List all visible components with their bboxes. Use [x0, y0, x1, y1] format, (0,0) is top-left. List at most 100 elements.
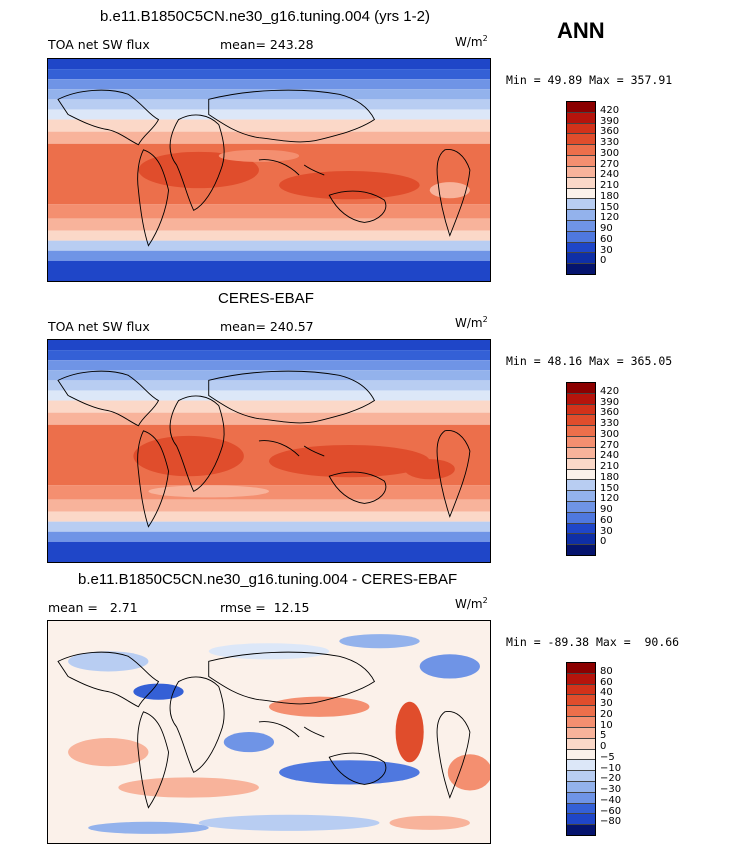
colorbar-tick-label: 10 [600, 719, 613, 731]
colorbar-swatch [567, 404, 595, 416]
colorbar-swatch [567, 123, 595, 135]
panel-obs-mean-label: mean= 240.57 [220, 319, 314, 334]
colorbar-tick-label: 90 [600, 223, 613, 234]
colorbar-swatch [567, 760, 595, 772]
panel-model-variable-label: TOA net SW flux [48, 37, 150, 52]
colorbar-tick-label: 0 [600, 741, 607, 752]
colorbar-swatch [567, 199, 595, 211]
map-model-field [48, 59, 490, 281]
colorbar-tick-label: 300 [600, 428, 620, 440]
colorbar-tick-label: 390 [600, 396, 620, 408]
colorbar-swatch [567, 134, 595, 146]
colorbar-tick-label: 270 [600, 439, 620, 451]
colorbar-swatch [567, 663, 595, 674]
colorbar-swatch [567, 253, 595, 265]
colorbar-tick-label: 300 [600, 147, 620, 159]
colorbar-swatch [567, 491, 595, 502]
colorbar-swatch [567, 383, 595, 394]
colorbar-tick-label: 60 [600, 233, 613, 245]
colorbar-tick-label: 240 [600, 169, 620, 181]
panel-diff-rmse-label: rmse = 12.15 [220, 600, 310, 615]
colorbar-tick-label: −80 [600, 816, 622, 828]
colorbar-swatch [567, 469, 595, 481]
colorbar-swatch [567, 415, 595, 427]
colorbar-tick-label: −20 [600, 773, 622, 785]
colorbar-tick-label: 210 [600, 461, 620, 472]
colorbar-tick-label: −10 [600, 762, 622, 774]
colorbar-swatch [567, 534, 595, 546]
colorbar-tick-label: −30 [600, 784, 622, 795]
colorbar-tick-label: 330 [600, 418, 620, 429]
colorbar-tick-label: −5 [600, 751, 615, 763]
colorbar-tick-label: 120 [600, 212, 620, 224]
colorbar-swatch [567, 738, 595, 750]
panel-diff-units: W/m2 [455, 596, 488, 611]
season-label: ANN [557, 18, 605, 43]
colorbar-swatch [567, 220, 595, 232]
colorbar-swatch [567, 480, 595, 492]
colorbar-tick-label: 20 [600, 708, 613, 720]
colorbar-swatch [567, 447, 595, 459]
colorbar-swatch [567, 166, 595, 178]
colorbar-tick-label: 0 [600, 255, 607, 267]
colorbar-swatch [567, 749, 595, 761]
colorbar-tick-label: 5 [600, 730, 607, 742]
panel-obs-title: CERES-EBAF [218, 290, 314, 307]
colorbar-swatch [567, 242, 595, 254]
colorbar-swatch [567, 727, 595, 739]
colorbar-tick-label: 150 [600, 482, 620, 494]
panel-diff-title: b.e11.B1850C5CN.ne30_g16.tuning.004 - CE… [78, 571, 458, 588]
colorbar-swatch [567, 437, 595, 448]
colorbar-tick-label: 60 [600, 514, 613, 526]
colorbar-tick-label: 330 [600, 137, 620, 148]
colorbar-tick-label: −60 [600, 805, 622, 817]
colorbar-swatch [567, 112, 595, 124]
colorbar-swatch [567, 792, 595, 804]
panel-model-map [47, 58, 491, 282]
colorbar-tick-label: 30 [600, 525, 613, 537]
colorbar-tick-label: 180 [600, 471, 620, 483]
colorbar-swatch [567, 426, 595, 438]
colorbar-swatch [567, 781, 595, 793]
colorbar-tick-label: 270 [600, 158, 620, 170]
panel-obs-variable-label: TOA net SW flux [48, 319, 150, 334]
panel-obs-map [47, 339, 491, 563]
colorbar-swatch [567, 512, 595, 524]
colorbar-swatch [567, 673, 595, 685]
colorbar-swatch [567, 145, 595, 157]
colorbar-tick-label: 40 [600, 687, 613, 699]
colorbar-tick-label: 240 [600, 450, 620, 462]
colorbar-swatch [567, 545, 595, 555]
panel-model-units: W/m2 [455, 34, 488, 49]
colorbar-swatch [567, 706, 595, 718]
colorbar-swatch [567, 177, 595, 189]
colorbar-swatch [567, 825, 595, 835]
colorbar-tick-label: 90 [600, 504, 613, 515]
colorbar-tick-label: −40 [600, 794, 622, 806]
colorbar-tick-label: 390 [600, 115, 620, 127]
colorbar-tick-label: 0 [600, 536, 607, 548]
colorbar-swatch [567, 210, 595, 221]
colorbar-swatch [567, 231, 595, 243]
colorbar-tick-label: 80 [600, 665, 613, 677]
panel-diff-map [47, 620, 491, 844]
colorbar-tick-label: 420 [600, 104, 620, 116]
colorbar-swatch [567, 264, 595, 274]
map-diff-field [48, 621, 490, 843]
colorbar-swatch [567, 156, 595, 167]
colorbar-swatch [567, 188, 595, 200]
colorbar-swatch [567, 393, 595, 405]
panel-model-title: b.e11.B1850C5CN.ne30_g16.tuning.004 (yrs… [100, 8, 430, 25]
colorbar-tick-label: 210 [600, 180, 620, 191]
panel-diff-colorbar [566, 662, 596, 836]
colorbar-swatch [567, 717, 595, 728]
colorbar-swatch [567, 523, 595, 535]
panel-obs-stats: Min = 48.16 Max = 365.05 [506, 354, 673, 368]
colorbar-swatch [567, 695, 595, 707]
panel-model-mean-label: mean= 243.28 [220, 37, 314, 52]
colorbar-tick-label: 180 [600, 190, 620, 202]
panel-diff-stats: Min = -89.38 Max = 90.66 [506, 635, 680, 649]
colorbar-swatch [567, 803, 595, 815]
colorbar-swatch [567, 771, 595, 782]
panel-model-colorbar [566, 101, 596, 275]
